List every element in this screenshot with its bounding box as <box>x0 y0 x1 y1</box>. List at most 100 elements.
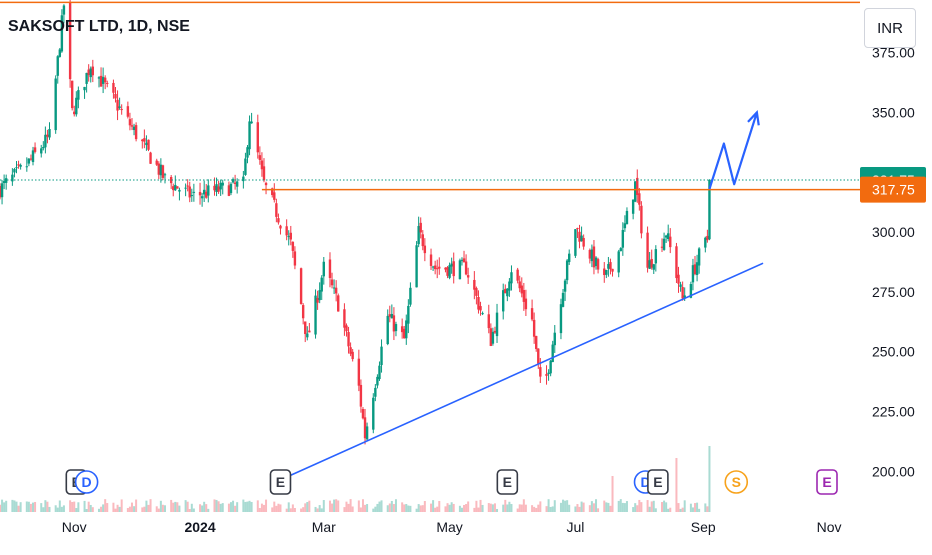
volume-bar <box>87 501 90 512</box>
volume-bar <box>374 506 377 512</box>
candle-body <box>141 139 144 142</box>
volume-bar <box>62 505 65 512</box>
volume-bar <box>537 504 540 512</box>
volume-bar <box>234 505 237 512</box>
volume-bar <box>491 504 494 512</box>
candle-body <box>617 251 620 273</box>
volume-bar <box>588 505 591 512</box>
volume-bar <box>609 505 612 512</box>
candle-body <box>2 181 6 184</box>
candle-body <box>652 264 655 270</box>
volume-bar <box>654 508 657 512</box>
candle-body <box>415 245 418 288</box>
candle-body <box>631 199 635 214</box>
volume-bar <box>17 505 20 512</box>
volume-bar <box>318 505 321 512</box>
volume-bar <box>54 505 57 512</box>
volume-bar <box>438 500 441 512</box>
candle-body <box>607 264 610 269</box>
candle-body <box>677 274 680 284</box>
candle-body <box>359 384 363 407</box>
candle-body <box>103 77 107 83</box>
volume-bar <box>184 500 187 512</box>
volume-bar <box>667 508 670 512</box>
candle-body <box>667 233 670 240</box>
volume-bar <box>450 502 453 512</box>
candle-body <box>343 309 346 328</box>
candle-body <box>431 266 435 268</box>
volume-bar <box>60 506 63 512</box>
candle-body <box>664 235 668 238</box>
candle-body <box>112 82 115 93</box>
event-marker-label: E <box>822 474 831 490</box>
candle-body <box>31 150 35 163</box>
candle-body <box>704 237 707 248</box>
candle-body <box>537 348 540 364</box>
price-label-bg <box>860 176 926 203</box>
candle-body <box>636 177 639 195</box>
candle-body <box>588 249 592 259</box>
volume-bar <box>524 504 527 512</box>
volume-bar <box>331 503 334 512</box>
candle-body <box>625 210 629 225</box>
volume-bar <box>48 506 51 512</box>
candle-body <box>351 351 354 360</box>
volume-bar <box>689 503 692 512</box>
volume-bar <box>337 500 340 512</box>
price-tick-label: 250.00 <box>872 344 915 360</box>
volume-bar <box>85 508 88 512</box>
volume-bar <box>477 507 480 512</box>
candle-body <box>679 284 682 287</box>
price-tick-label: 200.00 <box>872 463 915 479</box>
volume-bar <box>460 507 463 512</box>
candle-body <box>553 332 556 346</box>
volume-bar <box>562 499 565 512</box>
volume-bar <box>97 508 100 512</box>
candle-body <box>640 205 643 234</box>
volume-bar <box>493 503 496 512</box>
volume-bar <box>576 504 579 512</box>
volume-bar <box>675 458 678 512</box>
candle-body <box>299 268 303 304</box>
currency-button[interactable]: INR <box>864 8 916 48</box>
candle-body <box>386 315 389 345</box>
volume-bar <box>112 502 115 512</box>
volume-bar <box>265 499 268 512</box>
volume-bar <box>592 503 595 512</box>
candle-body <box>169 176 173 184</box>
candle-body <box>322 261 325 277</box>
candle-body <box>217 186 220 192</box>
candle-body <box>200 196 204 199</box>
volume-bar <box>116 504 119 512</box>
candle-body <box>535 335 538 349</box>
candle-body <box>409 287 412 305</box>
candle-body <box>215 184 218 192</box>
candle-body <box>559 304 563 334</box>
candle-body <box>256 122 259 153</box>
candle-body <box>429 254 433 266</box>
volume-bar <box>219 503 222 512</box>
candle-body <box>660 246 664 248</box>
volume-bar <box>419 505 422 512</box>
volume-bar <box>638 499 641 512</box>
candle-body <box>349 347 352 354</box>
candle-body <box>202 189 206 195</box>
candle-body <box>75 97 78 115</box>
volume-bar <box>293 507 296 512</box>
volume-bar <box>244 501 247 512</box>
candle-body <box>545 374 548 376</box>
candle-body <box>134 125 138 140</box>
candle-body <box>106 82 109 84</box>
volume-bar <box>73 501 76 512</box>
volume-bar <box>417 504 420 512</box>
volume-bar <box>147 504 150 512</box>
volume-bar <box>221 503 224 512</box>
volume-bar <box>19 502 22 512</box>
candle-body <box>448 265 451 278</box>
volume-bar <box>279 504 282 512</box>
volume-bar <box>207 508 210 512</box>
volume-bar <box>77 502 80 512</box>
volume-bar <box>335 499 338 512</box>
